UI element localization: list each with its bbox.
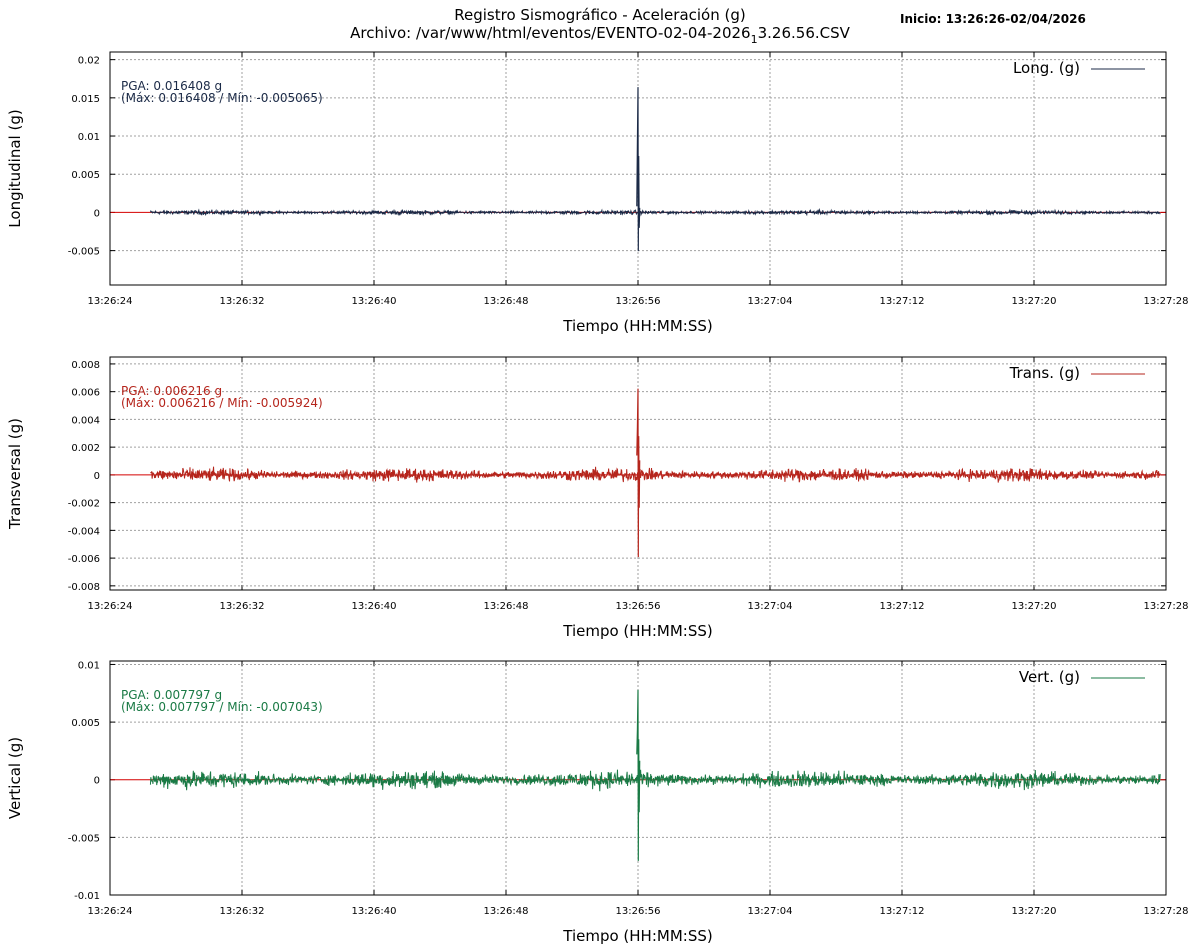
chart-panel-3: 13:26:24 13:26:32 13:26:40 13:26:48 13:26:56…: [6, 660, 1188, 945]
pga-label: PGA: 0.016408 g: [121, 79, 222, 93]
x-tick-label: 13:27:04: [748, 601, 793, 612]
x-tick-label: 13:26:48: [484, 906, 529, 917]
x-tick-label: 13:26:56: [616, 906, 661, 917]
x-tick-label: 13:26:32: [220, 296, 265, 307]
peak-spike: [636, 689, 641, 861]
y-axis-label: Transversal (g): [6, 418, 24, 530]
plot-frame: [109, 356, 1167, 591]
y-axis-label: Vertical (g): [6, 737, 24, 819]
y-tick-label: 0.005: [71, 718, 100, 729]
pga-label: PGA: 0.007797 g: [121, 688, 222, 702]
x-tick-label: 13:26:48: [484, 601, 529, 612]
x-tick-label: 13:26:40: [352, 601, 397, 612]
y-tick-label: -0.002: [68, 499, 100, 510]
y-tick-label: -0.005: [68, 833, 100, 844]
y-tick-label: -0.006: [68, 554, 100, 565]
plot-frame: [109, 660, 1167, 896]
y-tick-label: 0.01: [78, 132, 100, 143]
x-tick-label: 13:26:56: [616, 296, 661, 307]
x-axis-label: Tiempo (HH:MM:SS): [562, 622, 712, 640]
y-tick-label: 0.01: [78, 660, 100, 671]
y-tick-label: 0.006: [71, 388, 100, 399]
x-tick-label: 13:27:20: [1012, 296, 1057, 307]
start-time: Inicio: 13:26:26-02/04/2026: [900, 12, 1086, 26]
y-tick-label: 0.02: [78, 56, 100, 67]
y-tick-label: 0: [94, 471, 100, 482]
y-tick-label: 0.005: [71, 170, 100, 181]
x-axis-label: Tiempo (HH:MM:SS): [562, 317, 712, 335]
waveform-trace: [149, 769, 1161, 792]
x-tick-label: 13:26:32: [220, 906, 265, 917]
x-axis-label: Tiempo (HH:MM:SS): [562, 927, 712, 945]
x-tick-label: 13:27:12: [880, 296, 925, 307]
legend-label: Vert. (g): [1019, 668, 1080, 686]
y-tick-label: 0.008: [71, 360, 100, 371]
waveform-trace: [149, 207, 1161, 217]
chart-title: Registro Sismográfico - Aceleración (g): [454, 6, 745, 24]
legend-label: Trans. (g): [1009, 364, 1080, 382]
x-tick-label: 13:27:20: [1012, 906, 1057, 917]
chart-panel-1: 13:26:24 13:26:32 13:26:40 13:26:48 13:26:56…: [6, 51, 1189, 335]
x-tick-label: 13:26:40: [352, 296, 397, 307]
y-tick-label: 0.002: [71, 443, 100, 454]
max-min-label: (Máx: 0.006216 / Mín: -0.005924): [121, 396, 323, 410]
x-tick-label: 13:27:28: [1144, 601, 1189, 612]
x-tick-label: 13:27:12: [880, 601, 925, 612]
x-tick-label: 13:27:28: [1144, 906, 1189, 917]
chart-panel-2: 13:26:24 13:26:32 13:26:40 13:26:48 13:26:56…: [6, 356, 1189, 640]
x-tick-label: 13:26:48: [484, 296, 529, 307]
x-tick-label: 13:26:40: [352, 906, 397, 917]
waveform-trace: [150, 466, 1161, 483]
x-tick-label: 13:26:24: [88, 296, 133, 307]
x-tick-label: 13:26:24: [88, 601, 133, 612]
x-tick-label: 13:27:12: [880, 906, 925, 917]
x-tick-label: 13:26:56: [616, 601, 661, 612]
x-tick-label: 13:27:28: [1144, 296, 1189, 307]
pga-label: PGA: 0.006216 g: [121, 384, 222, 398]
y-tick-label: 0: [94, 208, 100, 219]
chart-panels: 13:26:24 13:26:32 13:26:40 13:26:48 13:26:56…: [6, 51, 1189, 945]
y-tick-label: 0.004: [71, 415, 100, 426]
x-tick-label: 13:26:24: [88, 906, 133, 917]
y-tick-label: -0.005: [68, 247, 100, 258]
peak-spike: [636, 87, 641, 252]
legend-label: Long. (g): [1013, 59, 1080, 77]
y-axis-label: Longitudinal (g): [6, 109, 24, 227]
x-tick-label: 13:27:04: [748, 296, 793, 307]
y-tick-label: -0.008: [68, 582, 100, 593]
x-tick-label: 13:26:32: [220, 601, 265, 612]
y-tick-label: 0: [94, 776, 100, 787]
x-tick-label: 13:27:04: [748, 906, 793, 917]
x-tick-label: 13:27:20: [1012, 601, 1057, 612]
max-min-label: (Máx: 0.016408 / Mín: -0.005065): [121, 91, 323, 105]
plot-frame: [109, 51, 1167, 286]
file-name: Archivo: /var/www/html/eventos/EVENTO-02…: [350, 24, 851, 46]
y-tick-label: -0.01: [74, 891, 100, 902]
peak-spike: [636, 388, 641, 558]
max-min-label: (Máx: 0.007797 / Mín: -0.007043): [121, 700, 323, 714]
y-tick-label: -0.004: [68, 526, 100, 537]
y-tick-label: 0.015: [71, 94, 100, 105]
